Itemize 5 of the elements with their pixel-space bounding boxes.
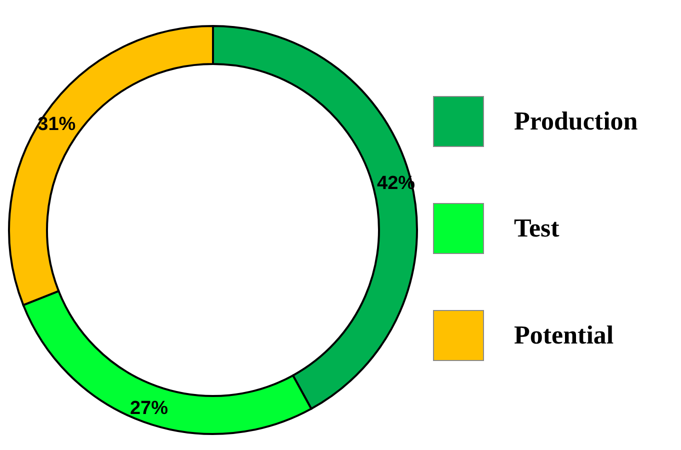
legend-label: Potential [514,320,614,350]
legend-label: Production [514,106,638,136]
legend-label: Test [514,214,560,242]
data-label: 31% [38,114,76,135]
data-label: 27% [130,398,168,419]
